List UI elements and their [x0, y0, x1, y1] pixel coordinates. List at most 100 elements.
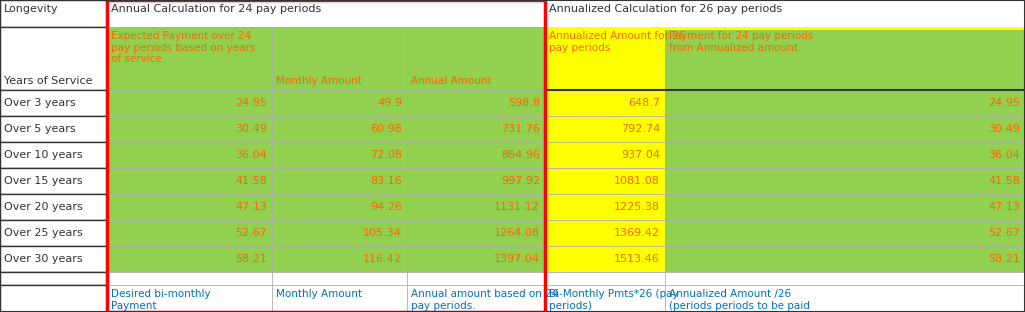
Bar	[407, 285, 545, 312]
Text: Over 5 years: Over 5 years	[4, 124, 76, 134]
Bar	[407, 142, 545, 168]
Bar	[545, 90, 665, 116]
Text: 36.04: 36.04	[236, 150, 266, 160]
Bar	[545, 0, 1025, 27]
Text: 937.04: 937.04	[621, 150, 660, 160]
Bar	[407, 90, 545, 116]
Text: Monthly Amount: Monthly Amount	[276, 289, 362, 299]
Bar	[107, 168, 272, 194]
Bar	[107, 0, 545, 27]
Bar	[665, 116, 1025, 142]
Bar	[545, 272, 665, 285]
Bar	[545, 220, 665, 246]
Text: 52.67: 52.67	[988, 228, 1020, 238]
Text: Annualized Calculation for 26 pay periods: Annualized Calculation for 26 pay period…	[549, 4, 782, 14]
Text: 94.26: 94.26	[370, 202, 402, 212]
Bar	[545, 194, 665, 220]
Bar	[272, 116, 407, 142]
Bar	[545, 116, 665, 142]
Text: 1081.08: 1081.08	[614, 176, 660, 186]
Bar	[0, 272, 107, 285]
Bar	[665, 168, 1025, 194]
Text: Desired bi-monthly
Payment: Desired bi-monthly Payment	[111, 289, 210, 311]
Text: 24.95: 24.95	[235, 98, 266, 108]
Bar	[272, 142, 407, 168]
Bar	[545, 168, 665, 194]
Bar	[407, 272, 545, 285]
Text: 792.74: 792.74	[621, 124, 660, 134]
Bar	[665, 142, 1025, 168]
Bar	[545, 285, 665, 312]
Text: Expected Payment over 24
pay periods based on years
of service.: Expected Payment over 24 pay periods bas…	[111, 31, 255, 64]
Bar	[665, 220, 1025, 246]
Text: 105.34: 105.34	[363, 228, 402, 238]
Text: 52.67: 52.67	[235, 228, 266, 238]
Bar	[0, 220, 107, 246]
Bar	[0, 246, 107, 272]
Text: 36.04: 36.04	[988, 150, 1020, 160]
Bar	[665, 27, 1025, 90]
Text: Monthly Amount: Monthly Amount	[276, 76, 362, 86]
Text: 49.9: 49.9	[377, 98, 402, 108]
Text: 30.49: 30.49	[235, 124, 266, 134]
Text: 30.49: 30.49	[988, 124, 1020, 134]
Text: 83.16: 83.16	[370, 176, 402, 186]
Text: 24.95: 24.95	[988, 98, 1020, 108]
Text: 116.42: 116.42	[363, 254, 402, 264]
Text: 1397.04: 1397.04	[494, 254, 540, 264]
Bar	[545, 246, 665, 272]
Text: Years of Service: Years of Service	[4, 76, 92, 86]
Text: 1369.42: 1369.42	[614, 228, 660, 238]
Text: 598.8: 598.8	[508, 98, 540, 108]
Bar	[545, 142, 665, 168]
Text: Annual amount based on 24
pay periods.: Annual amount based on 24 pay periods.	[411, 289, 559, 311]
Bar	[272, 168, 407, 194]
Bar	[272, 246, 407, 272]
Text: Annualized Amount for 26
pay periods: Annualized Amount for 26 pay periods	[549, 31, 686, 53]
Text: Annual Calculation for 24 pay periods: Annual Calculation for 24 pay periods	[111, 4, 321, 14]
Bar	[665, 246, 1025, 272]
Bar	[0, 116, 107, 142]
Bar	[107, 285, 272, 312]
Text: Over 15 years: Over 15 years	[4, 176, 83, 186]
Text: Over 20 years: Over 20 years	[4, 202, 83, 212]
Text: Over 3 years: Over 3 years	[4, 98, 76, 108]
Bar	[665, 285, 1025, 312]
Text: Payment for 24 pay periods
from Annualized amount: Payment for 24 pay periods from Annualiz…	[669, 31, 813, 53]
Bar	[272, 27, 407, 90]
Text: 864.96: 864.96	[501, 150, 540, 160]
Text: Over 30 years: Over 30 years	[4, 254, 83, 264]
Text: 60.98: 60.98	[370, 124, 402, 134]
Text: Bi-Monthly Pmts*26 (pay
periods): Bi-Monthly Pmts*26 (pay periods)	[549, 289, 679, 311]
Bar	[407, 168, 545, 194]
Text: 648.7: 648.7	[628, 98, 660, 108]
Text: 47.13: 47.13	[988, 202, 1020, 212]
Text: 731.76: 731.76	[501, 124, 540, 134]
Bar	[0, 285, 107, 312]
Bar	[665, 90, 1025, 116]
Text: 997.92: 997.92	[501, 176, 540, 186]
Bar	[272, 272, 407, 285]
Text: 41.58: 41.58	[988, 176, 1020, 186]
Bar	[0, 90, 107, 116]
Bar	[0, 194, 107, 220]
Bar	[0, 27, 107, 90]
Bar	[107, 194, 272, 220]
Text: 58.21: 58.21	[235, 254, 266, 264]
Bar	[272, 194, 407, 220]
Bar	[107, 142, 272, 168]
Bar	[107, 220, 272, 246]
Text: 41.58: 41.58	[235, 176, 266, 186]
Bar	[545, 27, 1025, 30]
Bar	[272, 220, 407, 246]
Text: Over 10 years: Over 10 years	[4, 150, 83, 160]
Text: 58.21: 58.21	[988, 254, 1020, 264]
Text: 1264.08: 1264.08	[494, 228, 540, 238]
Bar	[107, 272, 272, 285]
Bar	[0, 168, 107, 194]
Bar	[272, 285, 407, 312]
Bar	[0, 0, 107, 27]
Bar	[0, 142, 107, 168]
Bar	[407, 220, 545, 246]
Bar	[407, 194, 545, 220]
